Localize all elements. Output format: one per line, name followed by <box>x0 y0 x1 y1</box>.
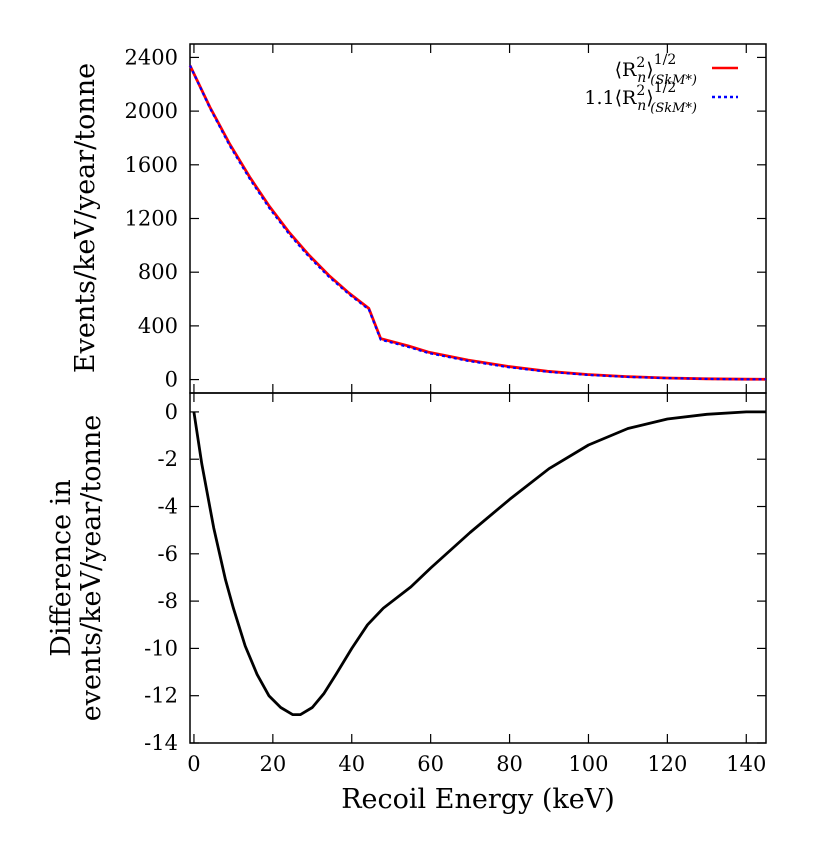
y-tick-label: -6 <box>158 542 178 566</box>
series-line-2-1 <box>192 410 766 716</box>
legend-label-2: 1.1⟨R2 n⟩1/2 (SkM*) <box>584 80 697 116</box>
y-tick-label: -12 <box>144 684 178 708</box>
y-tick-label: -2 <box>158 447 178 471</box>
y-tick-label: 1200 <box>125 207 178 231</box>
y-tick-label: 2400 <box>125 45 178 69</box>
x-tick-label: 120 <box>647 752 687 776</box>
bottom-series <box>192 410 766 716</box>
bottom-y-axis-title-line-1: Difference in <box>46 479 77 656</box>
x-tick-label: 60 <box>417 752 444 776</box>
top-panel: 0 400 800 1200 1600 2000 2400 Events/keV/year/… <box>70 43 767 394</box>
legend-label-1: ⟨R2 n⟩1/2 (SkM*) <box>615 52 697 88</box>
top-y-axis-title: Events/keV/year/tonne <box>70 63 101 373</box>
bottom-ticks: 0 -2 -4 -6 -8 -10 -12 -14 0 20 40 60 80 100 120 140 <box>144 393 766 776</box>
y-tick-label: -10 <box>144 636 178 660</box>
y-tick-label: 800 <box>138 260 178 284</box>
bottom-plot-frame <box>189 392 767 744</box>
y-tick-label: 0 <box>165 368 178 392</box>
y-tick-label: 400 <box>138 314 178 338</box>
x-axis-title: Recoil Energy (keV) <box>341 784 615 815</box>
x-tick-label: 100 <box>568 752 608 776</box>
y-tick-label: -4 <box>158 495 178 519</box>
legend: ⟨R2 n⟩1/2 (SkM*) 1.1⟨R2 n⟩1/2 (SkM*) <box>584 52 738 116</box>
x-tick-label: 140 <box>726 752 766 776</box>
x-tick-label: 20 <box>259 752 286 776</box>
x-tick-label: 40 <box>338 752 365 776</box>
y-tick-label: 2000 <box>125 99 178 123</box>
x-tick-label: 0 <box>187 752 200 776</box>
series-line-1-2 <box>189 65 766 381</box>
top-series <box>188 64 767 381</box>
bottom-panel: 0 -2 -4 -6 -8 -10 -12 -14 0 20 40 60 80 100 120 140 Dif… <box>46 392 767 815</box>
y-tick-label: -8 <box>158 589 178 613</box>
x-tick-label: 80 <box>496 752 523 776</box>
bottom-y-axis-title-line-2: events/keV/year/tonne <box>76 415 107 722</box>
y-tick-label: 0 <box>165 400 178 424</box>
y-tick-label: -14 <box>144 731 178 755</box>
top-ticks: 0 400 800 1200 1600 2000 2400 <box>125 44 766 393</box>
y-tick-label: 1600 <box>125 153 178 177</box>
